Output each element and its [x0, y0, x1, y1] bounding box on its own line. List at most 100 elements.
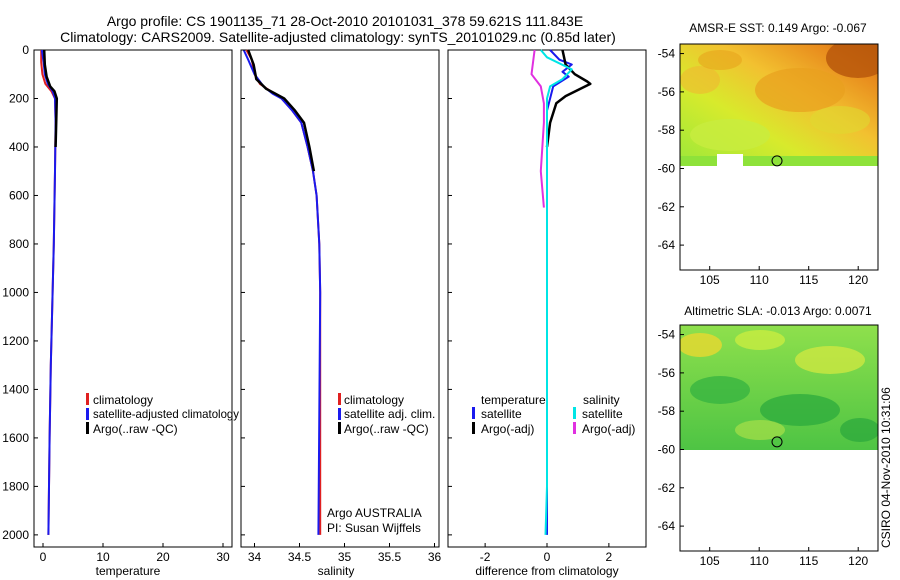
legend-sal-satellite: satellite — [582, 407, 623, 421]
x-tick-label: 35 — [338, 550, 352, 564]
salinity-panel: 34 34.5 35 35.5 36 salinity climatology sate… — [240, 49, 442, 578]
map-x-tick-label: 110 — [750, 554, 769, 568]
legend-sal-argo: Argo(-adj) — [582, 422, 635, 436]
legend-swatch-sal-satellite — [573, 407, 576, 419]
y-tick-label: 2000 — [2, 528, 29, 542]
sla-map-frame — [679, 324, 879, 552]
sst-argo-location-marker — [771, 155, 783, 167]
difference-panel: -2 0 2 difference from climatology tempera… — [447, 49, 647, 578]
map-y-tick-label: -60 — [658, 161, 676, 175]
x-tick-label: 36 — [428, 550, 442, 564]
map-x-tick-label: 120 — [848, 273, 868, 287]
y-tick-label: 200 — [9, 91, 29, 105]
map-y-tick-label: -58 — [658, 123, 676, 137]
series-line-argo-raw-qc- — [247, 49, 316, 172]
y-tick-label: 400 — [9, 140, 29, 154]
argo-program-annotation: Argo AUSTRALIA — [327, 506, 422, 520]
map-y-tick-label: -60 — [658, 442, 676, 456]
map-x-tick-label: 115 — [799, 273, 818, 287]
x-tick-label: 10 — [96, 550, 110, 564]
csiro-credit: CSIRO 04-Nov-2010 10:31:06 — [879, 387, 893, 548]
legend-argo: Argo(..raw -QC) — [93, 422, 178, 436]
y-tick-label: 600 — [9, 188, 29, 202]
legend-swatch-temp-argo — [472, 422, 475, 434]
map-y-tick-label: -58 — [658, 404, 676, 418]
map-y-tick-label: -62 — [658, 481, 676, 495]
difference-xlabel: difference from climatology — [475, 564, 618, 578]
x-tick-label: -2 — [480, 550, 491, 564]
sla-map-title: Altimetric SLA: -0.013 Argo: 0.0071 — [684, 304, 872, 318]
temperature-lines — [40, 49, 59, 535]
series-line-satellite-adj-clim- — [242, 49, 322, 535]
sla-map-panel: Altimetric SLA: -0.013 Argo: 0.0071 105 1… — [658, 304, 879, 568]
legend-salinity-title: salinity — [583, 393, 620, 407]
legend-argo: Argo(..raw -QC) — [344, 422, 429, 436]
pi-annotation: PI: Susan Wijffels — [327, 521, 421, 535]
map-x-tick-label: 105 — [700, 273, 720, 287]
series-line-temperature-argo-adj- — [545, 49, 592, 148]
y-tick-label: 1800 — [2, 479, 29, 493]
series-line-satellite-adjusted-climatology — [40, 49, 57, 535]
salinity-legend: climatology satellite adj. clim. Argo(..… — [338, 393, 435, 436]
legend-swatch-climatology — [86, 393, 89, 405]
sst-field — [680, 44, 878, 166]
map-x-tick-label: 105 — [700, 554, 720, 568]
temperature-panel: 0 10 20 30 0 200 400 600 800 1000 1200 1400 1600 1800… — [2, 43, 239, 578]
series-line-temperature-satellite — [546, 49, 573, 535]
map-y-tick-label: -54 — [658, 47, 676, 61]
temperature-xlabel: temperature — [96, 564, 161, 578]
figure-title-line1: Argo profile: CS 1901135_71 28-Oct-2010 … — [107, 13, 583, 29]
legend-temp-argo: Argo(-adj) — [481, 422, 534, 436]
legend-swatch-argo — [338, 422, 341, 434]
y-tick-label: 1200 — [2, 334, 29, 348]
sst-map-title: AMSR-E SST: 0.149 Argo: -0.067 — [689, 21, 867, 35]
x-tick-label: 0 — [544, 550, 551, 564]
x-tick-label: 34 — [248, 550, 262, 564]
legend-temperature-title: temperature — [481, 393, 546, 407]
y-tick-label: 1400 — [2, 382, 29, 396]
difference-lines — [448, 49, 592, 536]
map-y-tick-label: -56 — [658, 366, 676, 380]
x-tick-label: 34.5 — [288, 550, 312, 564]
series-line-salinity-argo-adj- — [530, 49, 545, 208]
figure-title-line2: Climatology: CARS2009. Satellite-adjuste… — [60, 29, 616, 45]
temperature-plot-frame — [33, 49, 233, 548]
x-tick-label: 20 — [156, 550, 170, 564]
map-x-tick-label: 115 — [799, 554, 818, 568]
legend-climatology: climatology — [344, 393, 404, 407]
map-y-tick-label: -54 — [658, 328, 676, 342]
x-tick-label: 0 — [40, 550, 47, 564]
map-y-tick-label: -56 — [658, 85, 676, 99]
y-tick-label: 1000 — [2, 285, 29, 299]
legend-swatch-argo — [86, 422, 89, 434]
temperature-legend: climatology satellite-adjusted climatolo… — [86, 393, 239, 436]
map-x-tick-label: 110 — [750, 273, 769, 287]
legend-swatch-sal-argo — [573, 422, 576, 434]
legend-swatch-temp-satellite — [472, 407, 475, 419]
sla-field — [680, 325, 878, 450]
difference-legend: temperature satellite Argo(-adj) salinit… — [472, 393, 635, 436]
legend-climatology: climatology — [93, 393, 153, 407]
salinity-lines — [241, 49, 322, 536]
legend-swatch-climatology — [338, 393, 341, 405]
map-x-tick-label: 120 — [848, 554, 868, 568]
map-y-tick-label: -64 — [658, 519, 676, 533]
legend-swatch-satellite-adj — [338, 408, 341, 420]
x-tick-label: 2 — [606, 550, 613, 564]
map-y-tick-label: -62 — [658, 200, 676, 214]
salinity-plot-frame — [240, 49, 440, 548]
legend-swatch-satellite-adjusted — [86, 408, 89, 420]
y-tick-label: 800 — [9, 237, 29, 251]
x-tick-label: 30 — [216, 550, 230, 564]
x-tick-label: 35.5 — [378, 550, 402, 564]
y-tick-label: 0 — [22, 43, 29, 57]
series-line-salinity-satellite — [540, 49, 573, 535]
legend-temp-satellite: satellite — [481, 407, 522, 421]
map-y-tick-label: -64 — [658, 238, 676, 252]
salinity-xlabel: salinity — [318, 564, 355, 578]
series-line-climatology — [245, 49, 322, 535]
sla-argo-location-marker — [771, 436, 783, 448]
series-line-argo-raw-qc- — [42, 49, 59, 148]
y-tick-label: 1600 — [2, 431, 29, 445]
